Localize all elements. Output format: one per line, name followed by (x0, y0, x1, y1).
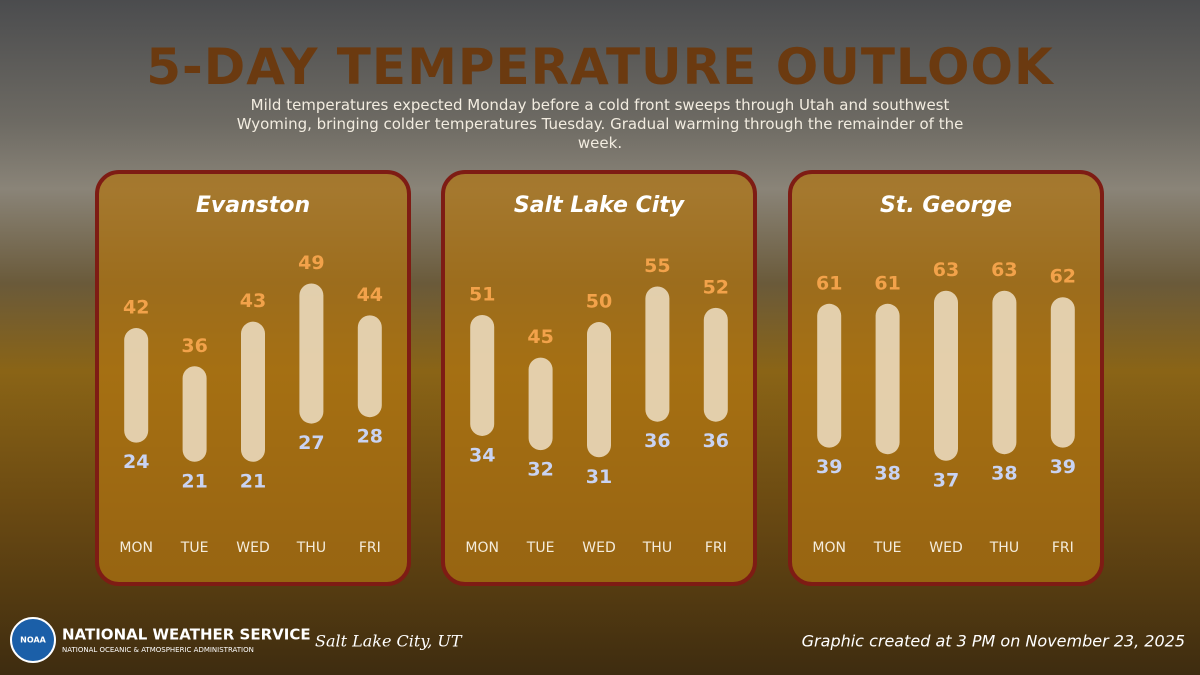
range-bar (875, 303, 900, 455)
high-label: 55 (644, 255, 670, 277)
range-bar (124, 328, 149, 443)
title: 5-DAY TEMPERATURE OUTLOOK (146, 38, 1054, 96)
low-label: 21 (240, 470, 266, 492)
low-label: 36 (644, 430, 670, 452)
range-bar (992, 290, 1017, 455)
high-label: 61 (816, 272, 842, 294)
low-label: 39 (1050, 456, 1076, 478)
day-label: FRI (705, 540, 727, 556)
low-label: 32 (527, 459, 553, 481)
office: Salt Lake City, UT (315, 632, 463, 651)
high-label: 42 (123, 297, 149, 319)
panel-title: Salt Lake City (514, 193, 686, 218)
range-bar (934, 290, 958, 461)
range-bar (299, 283, 324, 424)
high-label: 36 (181, 335, 207, 357)
low-label: 37 (933, 469, 959, 491)
range-bar (528, 357, 553, 451)
high-label: 63 (933, 259, 959, 281)
range-bar (587, 322, 611, 458)
high-label: 49 (298, 252, 324, 274)
day-label: MON (812, 540, 846, 556)
day-label: THU (989, 540, 1019, 556)
high-label: 61 (874, 272, 900, 294)
low-label: 36 (703, 430, 729, 452)
high-label: 45 (527, 326, 553, 348)
low-label: 39 (816, 456, 842, 478)
low-label: 31 (586, 466, 612, 488)
high-label: 44 (357, 284, 383, 306)
low-label: 34 (469, 444, 495, 466)
low-label: 27 (298, 432, 324, 454)
day-label: MON (119, 540, 153, 556)
low-label: 28 (357, 426, 383, 448)
panel-title: St. George (880, 193, 1012, 218)
panel-title: Evanston (196, 193, 310, 218)
low-label: 21 (181, 470, 207, 492)
day-label: WED (236, 540, 269, 556)
day-label: WED (582, 540, 615, 556)
logo (10, 617, 56, 663)
day-label: THU (296, 540, 326, 556)
high-label: 52 (703, 276, 729, 298)
day-label: TUE (526, 540, 555, 556)
low-label: 38 (991, 463, 1017, 485)
range-bar (241, 321, 265, 462)
range-bar (182, 366, 207, 462)
day-label: FRI (359, 540, 381, 556)
subagency: NATIONAL OCEANIC & ATMOSPHERIC ADMINISTR… (62, 646, 254, 654)
range-bar (470, 314, 495, 436)
day-label: FRI (1052, 540, 1074, 556)
high-label: 62 (1050, 266, 1076, 288)
range-bar (1050, 297, 1075, 448)
high-label: 50 (586, 291, 612, 313)
day-label: WED (929, 540, 962, 556)
day-label: TUE (180, 540, 209, 556)
range-bar (703, 307, 728, 422)
high-label: 51 (469, 283, 495, 305)
high-label: 43 (240, 290, 266, 312)
range-bar (357, 315, 382, 418)
range-bar (817, 303, 842, 448)
day-label: THU (642, 540, 672, 556)
subtitle: Mild temperatures expected Monday before… (236, 96, 964, 152)
high-label: 63 (991, 259, 1017, 281)
credit: Graphic created at 3 PM on November 23, … (802, 632, 1185, 651)
low-label: 24 (123, 451, 149, 473)
low-label: 38 (874, 463, 900, 485)
day-label: MON (465, 540, 499, 556)
logo-text: NOAA (20, 636, 46, 645)
day-label: TUE (873, 540, 902, 556)
range-bar (645, 286, 670, 422)
agency: NATIONAL WEATHER SERVICE (62, 626, 311, 644)
